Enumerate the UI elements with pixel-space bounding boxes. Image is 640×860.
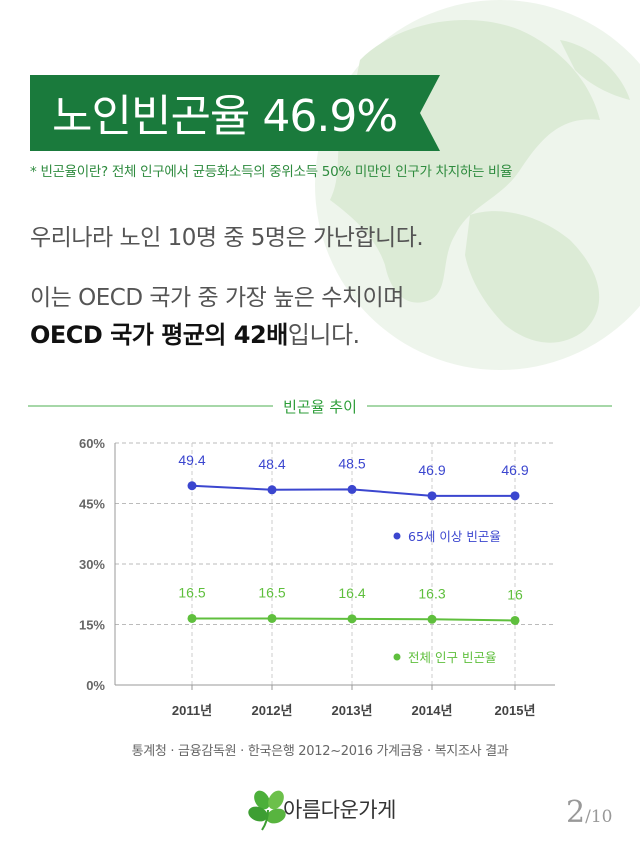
x-tick-label: 2013년 [332,703,373,718]
data-point [510,615,520,625]
page-title: 노인빈곤율 46.9% [52,91,398,142]
y-tick-label: 15% [79,618,105,633]
chart-title-wrap: 빈곤율 추이 [0,396,640,417]
clover-leaf-icon [248,790,286,831]
data-point [427,614,437,624]
page-current: 2 [566,795,586,830]
data-label: 46.9 [418,462,445,478]
data-point [187,481,197,491]
data-label: 49.4 [178,452,205,468]
data-label: 48.5 [338,455,365,471]
pagination: 2/10 [566,795,612,830]
y-tick-label: 30% [79,557,105,572]
data-label: 16.5 [178,584,205,600]
data-point [427,491,437,501]
title-banner [30,75,440,151]
data-point [267,613,277,623]
data-label: 46.9 [501,462,528,478]
data-source: 통계청 · 금융감독원 · 한국은행 2012~2016 가계금융 · 복지조사… [131,744,509,759]
data-label: 16.4 [338,585,365,601]
legend-marker [393,532,401,540]
data-point [347,614,357,624]
data-point [187,613,197,623]
chart-title: 빈곤율 추이 [273,398,367,416]
body-line-3-rest: 입니다. [287,321,360,349]
body-emphasis: OECD 국가 평균의 42배 [30,321,288,349]
y-tick-label: 45% [79,497,105,512]
page-total: /10 [585,807,613,827]
data-point [347,484,357,494]
data-label: 16.3 [418,585,445,601]
legend-label: 전체 인구 빈곤율 [408,650,496,665]
body-line-2: 이는 OECD 국가 중 가장 높은 수치이며 [30,285,404,311]
x-tick-label: 2012년 [252,703,293,718]
legend-marker [393,653,401,661]
poverty-rate-definition: * 빈곤율이란? 전체 인구에서 균등화소득의 중위소득 50% 미만인 인구가… [30,164,513,180]
legend-label: 65세 이상 빈곤율 [408,529,501,544]
data-label: 48.4 [258,456,285,472]
data-point [267,485,277,495]
y-tick-label: 0% [86,678,105,693]
x-tick-label: 2014년 [412,703,453,718]
data-label: 16 [507,586,523,602]
y-tick-label: 60% [79,436,105,451]
x-tick-label: 2011년 [172,703,212,718]
x-tick-label: 2015년 [495,703,536,718]
brand-name: 아름다운가게 [283,798,396,822]
data-label: 16.5 [258,584,285,600]
body-line-3: OECD 국가 평균의 42배입니다. [30,315,360,350]
data-point [510,491,520,501]
body-line-1: 우리나라 노인 10명 중 5명은 가난합니다. [30,225,424,251]
